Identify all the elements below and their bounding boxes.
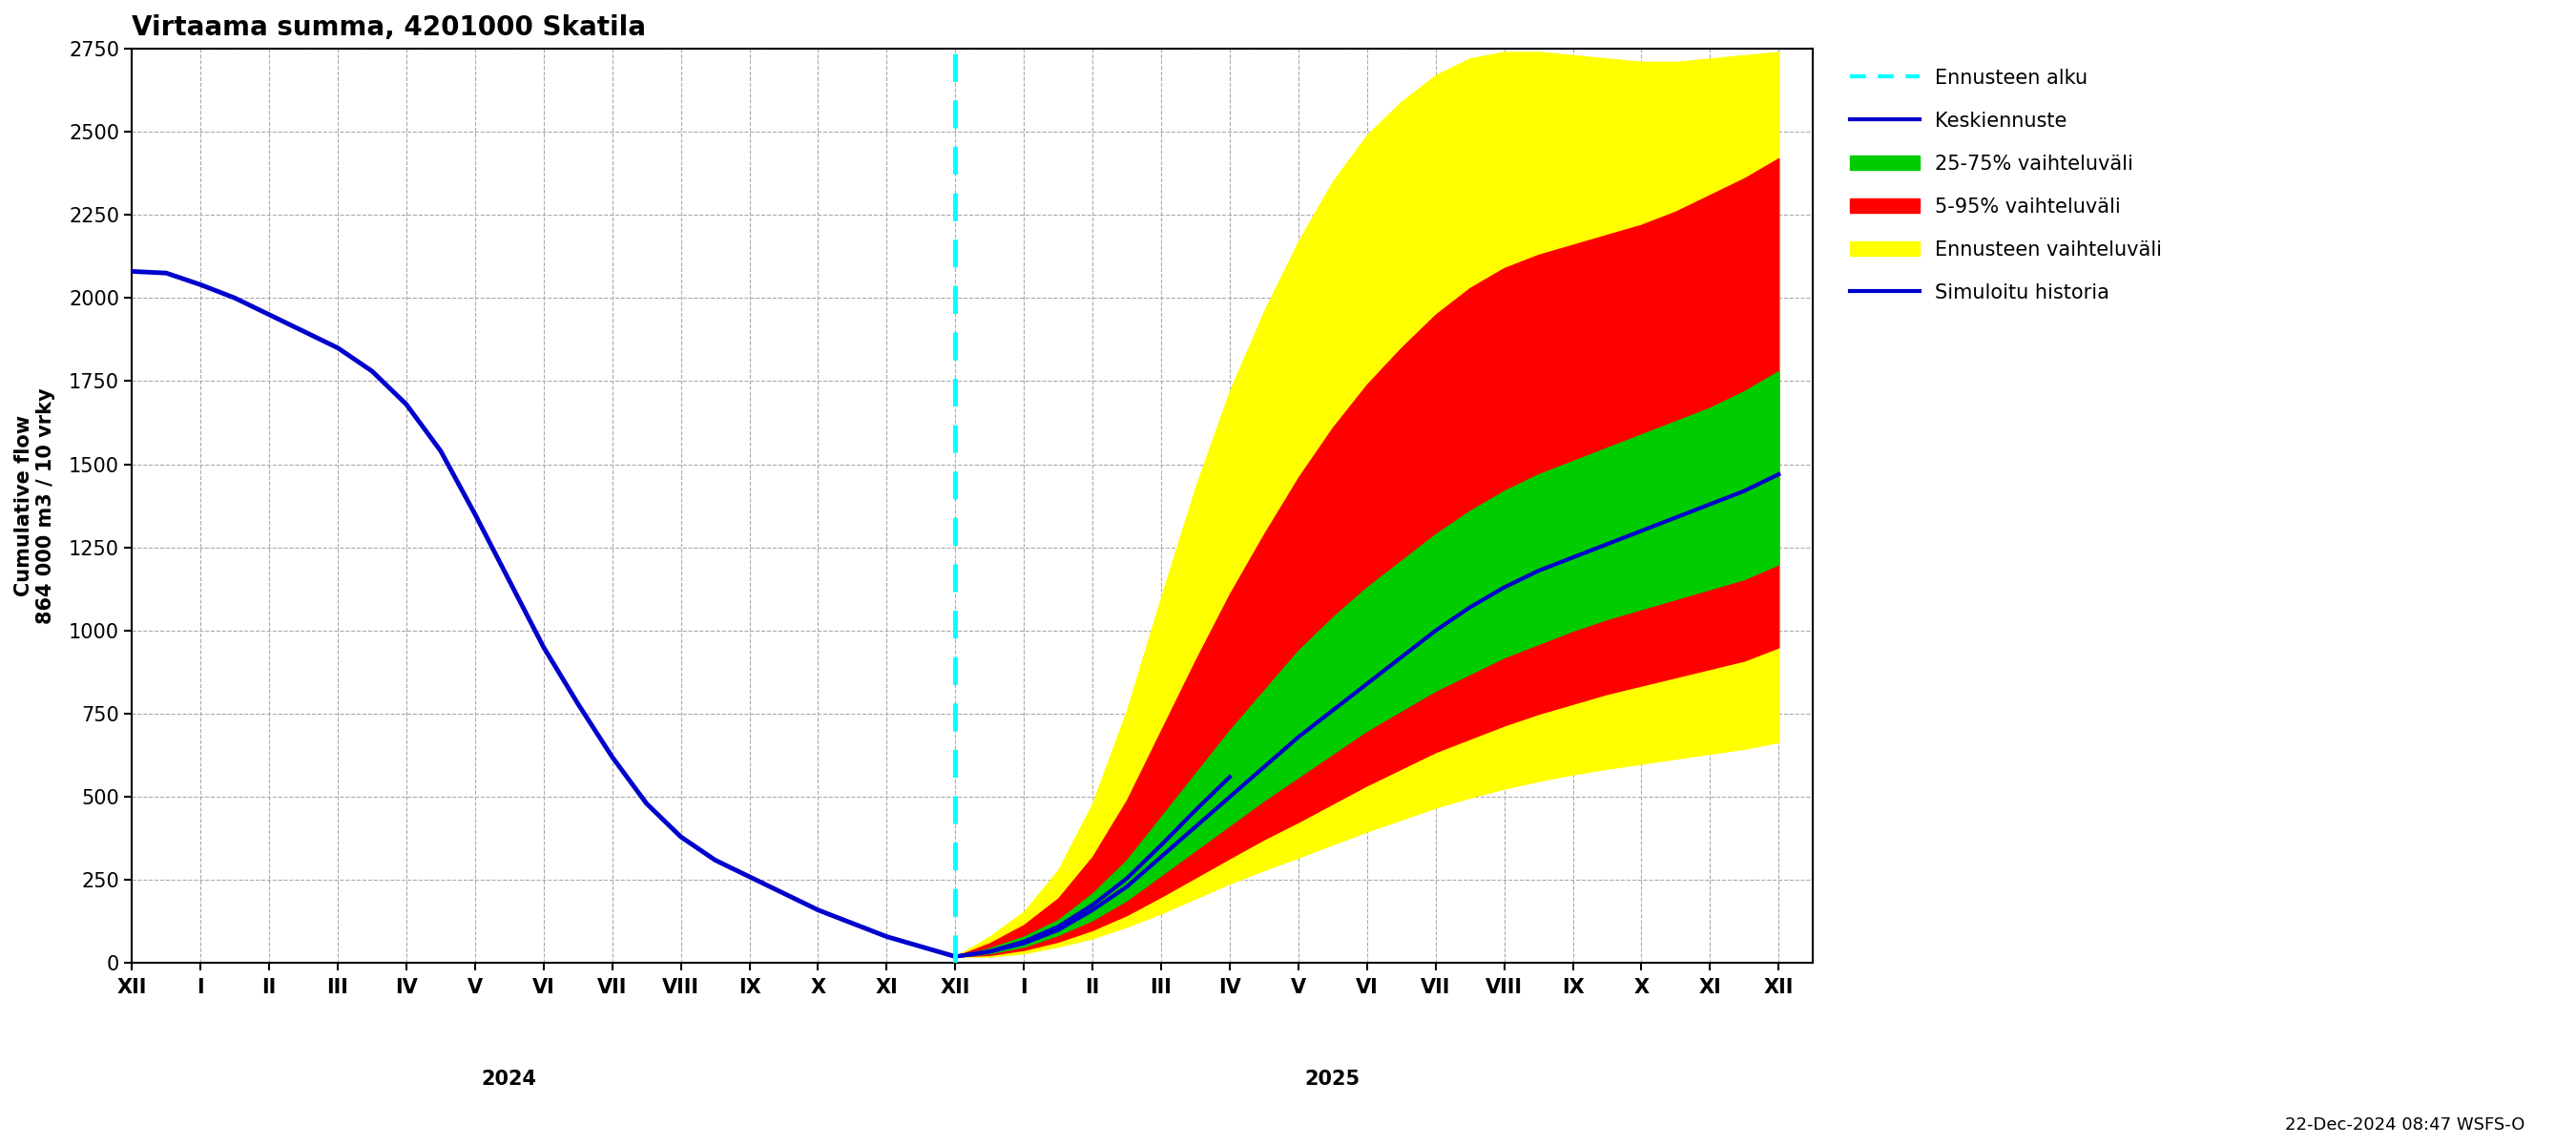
Y-axis label: Cumulative flow
864 000 m3 / 10 vrky: Cumulative flow 864 000 m3 / 10 vrky [15,388,57,624]
Legend: Ennusteen alku, Keskiennuste, 25-75% vaihteluväli, 5-95% vaihteluväli, Ennusteen: Ennusteen alku, Keskiennuste, 25-75% vai… [1839,58,2172,313]
Text: 2025: 2025 [1306,1069,1360,1089]
Text: Virtaama summa, 4201000 Skatila: Virtaama summa, 4201000 Skatila [131,14,647,41]
Text: 22-Dec-2024 08:47 WSFS-O: 22-Dec-2024 08:47 WSFS-O [2285,1116,2524,1134]
Text: 2024: 2024 [482,1069,536,1089]
